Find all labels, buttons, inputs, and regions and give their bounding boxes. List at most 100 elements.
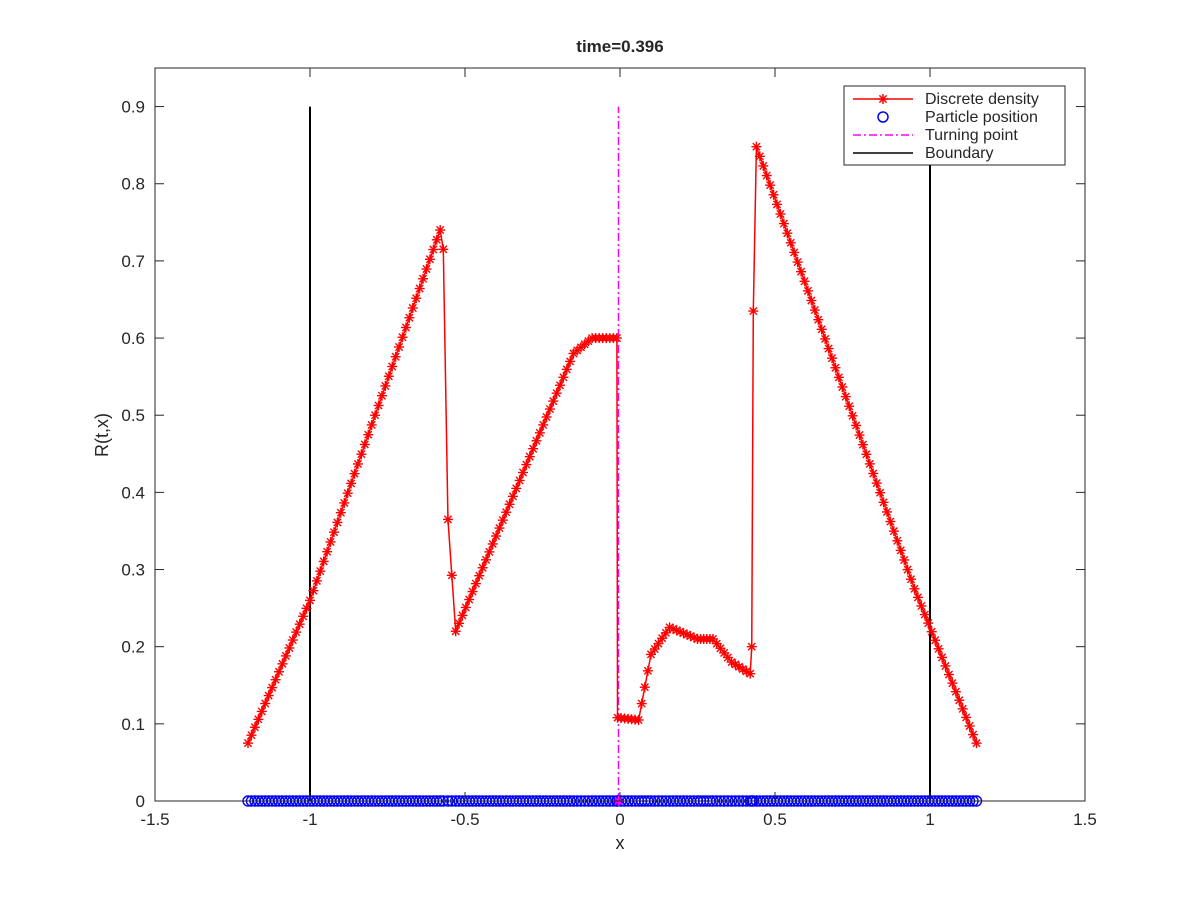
density-point [383,371,394,382]
density-point [940,660,951,671]
density-point [428,244,439,255]
density-point [657,633,668,644]
density-point [878,497,889,508]
density-point [339,497,350,508]
density-point [823,343,834,354]
legend-label-boundary: Boundary [925,145,994,162]
legend-item-turning: Turning point [853,127,1018,144]
density-point [491,531,502,542]
density-point [280,650,291,661]
density-point [253,714,264,725]
density-point [538,419,549,430]
density-point [457,610,468,621]
density-point [298,611,309,622]
density-point [487,538,498,549]
density-point [277,658,288,669]
density-point [467,586,478,597]
density-point [943,669,954,680]
density-point [761,170,772,181]
density-point [464,594,475,605]
density-point [359,439,370,450]
density-point [746,641,757,652]
density-point [820,333,831,344]
density-point [322,546,333,557]
density-point [501,507,512,518]
density-point [274,666,284,677]
density-point [474,570,485,581]
density-point [868,468,879,479]
density-point [342,488,353,499]
density-point [565,356,576,367]
density-point [460,602,471,613]
density-point [816,324,827,335]
density-point [854,430,865,441]
legend-label-density: Discrete density [925,91,1039,108]
y-tick-label: 0.2 [121,638,145,657]
density-point [414,283,425,294]
density-point [260,698,271,709]
density-point [778,218,789,229]
density-point [765,180,776,191]
density-point [315,566,326,577]
density-point [497,515,508,526]
density-point [450,626,461,637]
density-point [847,410,858,421]
density-point [363,429,374,440]
density-point [548,396,559,407]
density-point [906,574,917,585]
density-point [833,372,844,383]
density-point [758,160,769,171]
density-point [397,332,408,343]
density-point [349,468,360,479]
density-point [480,554,491,565]
density-point [792,257,803,268]
legend-label-turning: Turning point [925,127,1018,144]
density-point [438,244,449,255]
density-point [284,642,295,653]
density-point [400,322,411,333]
density-point [646,649,656,660]
density-point [561,364,572,375]
density-point [431,234,442,245]
y-tick-label: 0 [136,792,145,811]
density-point [857,439,868,450]
density-point [899,554,910,565]
density-point [930,635,941,646]
density-point [902,564,913,575]
density-point [649,643,660,654]
density-point [380,380,391,391]
x-tick-label: -1.5 [140,810,169,829]
density-point [950,686,961,697]
density-point [263,690,274,701]
y-tick-label: 0.1 [121,715,145,734]
density-point [531,435,542,446]
density-point [356,449,367,460]
y-tick-label: 0.5 [121,406,145,425]
x-axis-label: x [616,833,625,853]
density-point [653,638,664,649]
density-point [318,556,329,567]
density-point [541,411,552,422]
density-point [514,475,525,486]
density-point [528,443,539,454]
density-point [892,535,903,546]
density-point [636,698,647,709]
density-point [507,491,518,502]
legend-item-boundary: Boundary [853,145,994,162]
density-point [335,507,346,518]
density-series [243,141,982,749]
density-point [782,228,793,239]
density-point [524,451,535,462]
density-point [328,527,339,538]
density-point [494,523,505,534]
density-point [311,575,322,586]
density-point [919,609,930,620]
density-point [964,720,975,731]
density-point [332,517,343,528]
density-point [373,400,384,411]
x-tick-label: -0.5 [450,810,479,829]
y-tick-label: 0.8 [121,175,145,194]
density-point [882,506,893,517]
density-point [745,668,756,679]
x-tick-label: 0.5 [763,810,787,829]
